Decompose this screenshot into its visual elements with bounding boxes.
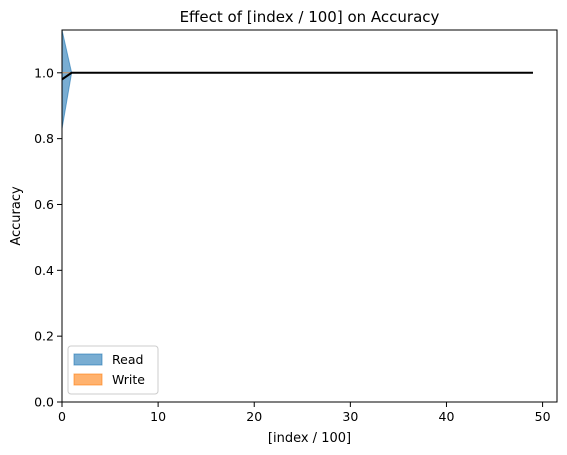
- legend-label-write: Write: [112, 372, 145, 387]
- series-layer: [61, 29, 533, 129]
- series-band-read: [61, 29, 533, 129]
- y-tick-label: 0.6: [34, 197, 54, 212]
- legend-swatch-write: [73, 373, 103, 386]
- x-tick-label: 50: [535, 409, 551, 424]
- y-tick-label: 1.0: [34, 65, 54, 80]
- chart-title: Effect of [index / 100] on Accuracy: [180, 8, 440, 26]
- x-tick-label: 0: [58, 409, 66, 424]
- x-tick-label: 10: [150, 409, 166, 424]
- legend-label-read: Read: [112, 352, 143, 367]
- x-tick-label: 40: [439, 409, 455, 424]
- y-tick-label: 0.4: [34, 263, 54, 278]
- axes-layer: 0 10 20 30 40 50 0.0 0.2 0.4 0.6 0.8 1.0: [34, 29, 558, 424]
- legend: Read Write: [67, 345, 159, 395]
- y-axis-title: Accuracy: [9, 186, 24, 246]
- legend-swatch-read: [73, 353, 103, 366]
- plot-frame: [61, 29, 558, 403]
- y-tick-label: 0.8: [34, 131, 54, 146]
- x-tick-label: 20: [246, 409, 262, 424]
- x-tick-label: 30: [342, 409, 358, 424]
- mean-line: [61, 71, 533, 81]
- x-axis-title: [index / 100]: [268, 431, 351, 446]
- y-tick-label: 0.0: [34, 395, 54, 410]
- y-tick-label: 0.2: [34, 329, 54, 344]
